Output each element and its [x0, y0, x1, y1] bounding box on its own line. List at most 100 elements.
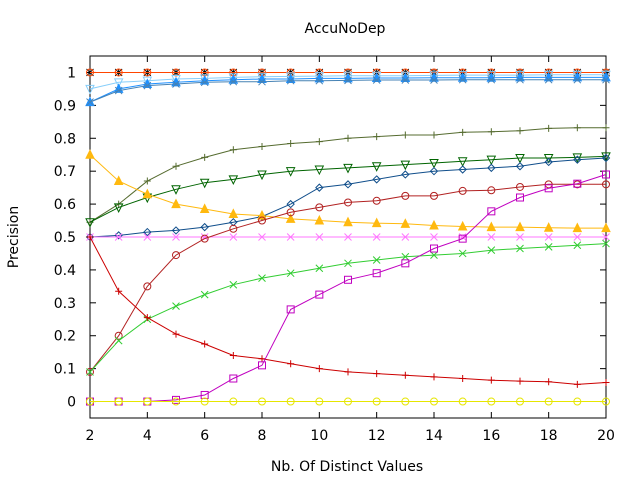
data-point	[114, 86, 123, 95]
data-point	[314, 72, 325, 82]
series-line	[89, 183, 606, 373]
data-point	[544, 233, 553, 241]
data-point	[315, 264, 324, 273]
data-point	[515, 162, 525, 171]
data-point	[572, 70, 583, 81]
data-point	[343, 180, 353, 189]
x-tick-label: 14	[425, 428, 443, 444]
data-point	[487, 397, 496, 406]
data-point	[228, 73, 239, 84]
data-point	[401, 131, 409, 139]
data-point	[228, 175, 239, 186]
data-point	[458, 165, 467, 174]
data-point	[258, 361, 266, 370]
data-point	[314, 214, 325, 225]
y-tick-label: 0.1	[54, 362, 76, 378]
series-9	[86, 233, 610, 241]
y-tick-label: 1	[67, 65, 76, 81]
data-point	[258, 216, 266, 225]
x-tick-label: 2	[86, 428, 95, 444]
data-point	[344, 368, 352, 376]
data-point	[315, 290, 324, 299]
data-point	[201, 153, 209, 161]
data-point	[200, 222, 209, 232]
data-point	[573, 124, 581, 132]
data-point	[343, 71, 353, 82]
data-point	[172, 233, 180, 241]
data-point	[543, 222, 554, 232]
data-point	[143, 314, 151, 322]
data-point	[258, 77, 266, 86]
y-tick-label: 0.6	[54, 197, 76, 213]
data-point	[515, 71, 525, 81]
data-point	[430, 397, 438, 406]
data-point	[344, 76, 352, 85]
data-point	[258, 274, 266, 282]
data-point	[572, 71, 583, 82]
data-point	[429, 158, 439, 169]
data-point	[602, 397, 610, 406]
data-point	[457, 220, 468, 231]
data-point	[344, 259, 352, 268]
data-point	[228, 208, 239, 218]
data-point	[602, 233, 610, 241]
data-point	[172, 330, 180, 338]
data-point	[286, 208, 295, 217]
data-point	[113, 78, 124, 88]
data-point	[543, 70, 554, 81]
data-point	[142, 76, 153, 87]
data-point	[86, 367, 94, 376]
data-point	[487, 163, 496, 173]
data-point	[487, 376, 495, 384]
x-tick-label: 20	[597, 428, 615, 444]
data-point	[286, 397, 295, 406]
data-point	[371, 71, 382, 82]
data-point	[601, 222, 611, 233]
data-point	[315, 233, 324, 241]
series-line	[90, 174, 607, 402]
data-point	[229, 224, 238, 233]
data-point	[487, 233, 496, 241]
y-tick-label: 0.9	[54, 98, 76, 114]
series-10	[86, 180, 610, 376]
data-point	[172, 251, 180, 260]
data-point	[343, 163, 353, 174]
series-11	[86, 239, 610, 376]
series-6	[85, 152, 611, 228]
data-point	[115, 287, 123, 295]
data-point	[257, 72, 267, 83]
data-point	[172, 302, 180, 310]
data-point	[86, 233, 94, 241]
data-point	[400, 160, 411, 171]
data-point	[314, 72, 325, 83]
series-line	[89, 236, 607, 385]
data-point	[171, 75, 181, 85]
data-point	[171, 185, 181, 195]
data-point	[229, 280, 238, 289]
data-point	[286, 305, 295, 314]
data-point	[315, 183, 324, 192]
data-point	[229, 77, 238, 86]
data-point	[258, 143, 266, 150]
data-point	[199, 74, 210, 84]
data-point	[487, 75, 496, 84]
x-tick-label: 10	[310, 428, 328, 444]
data-point	[143, 397, 152, 406]
data-point	[229, 233, 238, 241]
data-point	[602, 75, 610, 84]
data-point	[86, 98, 94, 106]
y-tick-label: 0.3	[54, 296, 76, 312]
x-axis-title: Nb. Of Distinct Values	[271, 459, 423, 475]
series-4	[86, 75, 610, 106]
data-point	[257, 73, 267, 84]
data-point	[143, 227, 152, 237]
data-point	[114, 397, 123, 406]
data-point	[372, 175, 381, 184]
data-point	[172, 162, 180, 170]
data-point	[458, 249, 467, 258]
data-point	[315, 203, 324, 212]
x-tick-label: 12	[368, 428, 386, 444]
data-point	[200, 397, 209, 406]
x-tick-label: 4	[143, 428, 152, 444]
